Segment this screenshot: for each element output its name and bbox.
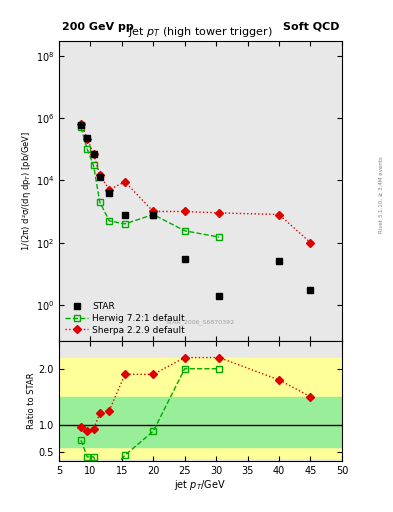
Sherpa 2.2.9 default	[277, 211, 281, 218]
STAR	[123, 211, 127, 218]
Sherpa 2.2.9 default	[182, 208, 187, 215]
STAR	[217, 292, 222, 298]
Text: Soft QCD: Soft QCD	[283, 22, 339, 32]
Bar	[59, 397, 342, 447]
X-axis label: jet $p_T$/GeV: jet $p_T$/GeV	[174, 478, 226, 493]
Sherpa 2.2.9 default	[97, 172, 102, 178]
Herwig 7.2:1 default	[107, 218, 112, 224]
STAR	[308, 287, 313, 293]
Legend: STAR, Herwig 7.2:1 default, Sherpa 2.2.9 default: STAR, Herwig 7.2:1 default, Sherpa 2.2.9…	[63, 301, 187, 336]
Line: Sherpa 2.2.9 default: Sherpa 2.2.9 default	[78, 121, 313, 245]
STAR	[277, 258, 281, 264]
Herwig 7.2:1 default	[151, 211, 156, 218]
Herwig 7.2:1 default	[85, 146, 90, 152]
Y-axis label: 1/(2π) d²σ/(dη dp$_T$) [pb/GeV]: 1/(2π) d²σ/(dη dp$_T$) [pb/GeV]	[20, 131, 33, 251]
Bar	[59, 357, 342, 458]
Line: Herwig 7.2:1 default: Herwig 7.2:1 default	[77, 124, 223, 241]
Text: Rivet 3.1.10, ≥ 3.4M events: Rivet 3.1.10, ≥ 3.4M events	[379, 156, 384, 233]
Text: 200 GeV pp: 200 GeV pp	[62, 22, 134, 32]
STAR	[79, 122, 83, 128]
Sherpa 2.2.9 default	[123, 179, 127, 185]
STAR	[182, 256, 187, 262]
Sherpa 2.2.9 default	[151, 208, 156, 215]
Line: STAR: STAR	[77, 121, 314, 299]
Herwig 7.2:1 default	[91, 162, 96, 168]
Sherpa 2.2.9 default	[217, 210, 222, 216]
Herwig 7.2:1 default	[217, 234, 222, 240]
Title: Jet $p_T$ (high tower trigger): Jet $p_T$ (high tower trigger)	[128, 26, 273, 39]
Sherpa 2.2.9 default	[107, 187, 112, 193]
Herwig 7.2:1 default	[79, 124, 83, 131]
Herwig 7.2:1 default	[123, 221, 127, 227]
Text: STAR_2006_S6870392: STAR_2006_S6870392	[166, 319, 235, 325]
STAR	[97, 174, 102, 180]
Sherpa 2.2.9 default	[85, 136, 90, 142]
STAR	[151, 211, 156, 218]
Sherpa 2.2.9 default	[91, 151, 96, 157]
STAR	[107, 189, 112, 196]
STAR	[91, 151, 96, 157]
STAR	[85, 135, 90, 141]
Sherpa 2.2.9 default	[308, 240, 313, 246]
Y-axis label: Ratio to STAR: Ratio to STAR	[27, 373, 36, 429]
Herwig 7.2:1 default	[97, 199, 102, 205]
Herwig 7.2:1 default	[182, 228, 187, 234]
Sherpa 2.2.9 default	[79, 121, 83, 127]
